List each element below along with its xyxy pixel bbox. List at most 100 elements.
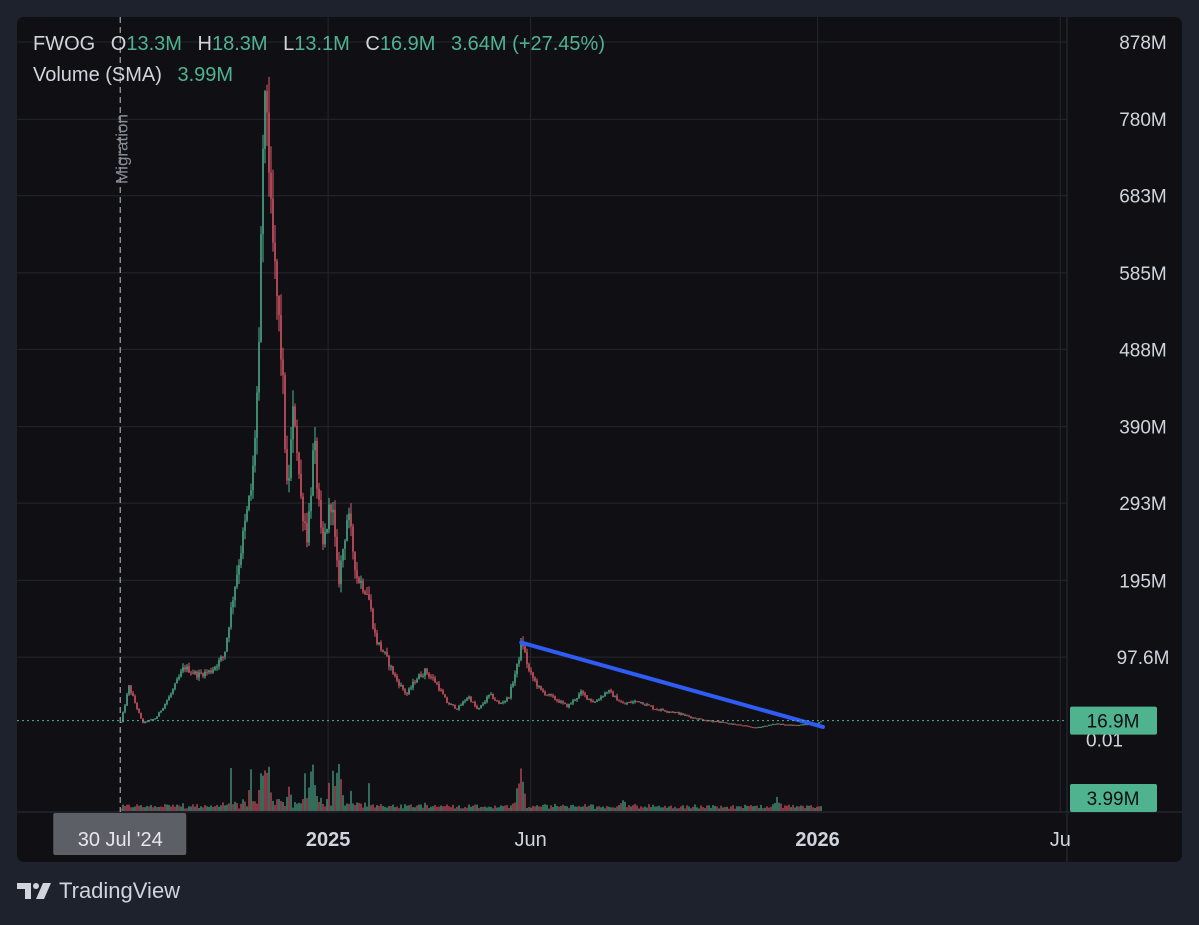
volume-bar xyxy=(446,804,448,811)
candle-body xyxy=(328,504,330,530)
candle-body xyxy=(416,679,418,683)
volume-bar xyxy=(322,803,324,811)
candle-body xyxy=(504,700,506,703)
volume-bar xyxy=(762,808,764,811)
volume-bar xyxy=(250,769,252,811)
candle-body xyxy=(156,716,158,719)
candle-body xyxy=(466,698,468,701)
volume-bar xyxy=(174,806,176,811)
volume-bar xyxy=(574,806,576,811)
volume-bar xyxy=(792,804,794,811)
volume-bar xyxy=(616,806,618,811)
volume-bar xyxy=(122,804,124,811)
candle-body xyxy=(384,651,386,653)
candle-body xyxy=(586,695,588,700)
volume-bar xyxy=(764,807,766,811)
candle-body xyxy=(632,701,634,703)
candle-body xyxy=(784,724,786,726)
candle-body xyxy=(392,666,394,674)
volume-bar xyxy=(806,805,808,811)
candle-body xyxy=(442,690,444,695)
volume-bar xyxy=(600,807,602,811)
volume-legend: Volume (SMA) 3.99M xyxy=(33,64,233,87)
candle-body xyxy=(548,693,550,695)
candle-body xyxy=(158,712,160,717)
candle-body xyxy=(220,656,222,660)
candle-body xyxy=(526,652,528,665)
volume-bar xyxy=(304,773,306,811)
candle-body xyxy=(566,703,568,708)
volume-bar xyxy=(594,808,596,811)
volume-bar xyxy=(664,805,666,811)
volume-bar xyxy=(352,803,354,811)
volume-bar xyxy=(530,807,532,811)
candle-body xyxy=(680,713,682,715)
volume-bar xyxy=(350,790,352,811)
volume-bar xyxy=(558,806,560,811)
volume-bar xyxy=(568,807,570,811)
candle-body xyxy=(684,714,686,716)
volume-bar xyxy=(438,806,440,811)
volume-bar xyxy=(526,808,528,811)
candle-body xyxy=(322,527,324,545)
volume-bar xyxy=(278,799,280,811)
candle-body xyxy=(534,677,536,681)
candle-body xyxy=(584,693,586,696)
volume-bar xyxy=(272,800,274,811)
volume-bar xyxy=(560,805,562,811)
price-chart[interactable]: 878M 780M 683M 585M 488M 390M 293M 195M 97.6M Mig… xyxy=(17,17,1182,862)
volume-bar xyxy=(436,806,438,811)
chart-frame[interactable]: 878M 780M 683M 585M 488M 390M 293M 195M 97.6M Mig… xyxy=(17,17,1182,862)
volume-bar xyxy=(254,801,256,811)
candle-body xyxy=(648,704,650,706)
candle-body xyxy=(152,719,154,721)
volume-bar xyxy=(402,808,404,811)
x-tick-label: Ju xyxy=(1050,829,1071,851)
candle-body xyxy=(244,520,246,531)
volume-bar xyxy=(480,807,482,811)
candle-body xyxy=(226,637,228,652)
volume-bar xyxy=(758,808,760,811)
candle-body xyxy=(710,720,712,722)
volume-bar xyxy=(298,802,300,811)
volume-bar xyxy=(274,804,276,811)
candle-body xyxy=(126,694,128,706)
volume-bar xyxy=(400,804,402,811)
volume-bar xyxy=(504,805,506,811)
volume-bar xyxy=(344,805,346,811)
candle-body xyxy=(138,708,140,713)
volume-bar xyxy=(724,806,726,811)
candle-body xyxy=(502,702,504,704)
candle-body xyxy=(248,495,250,510)
candle-body xyxy=(518,659,520,664)
volume-bar xyxy=(394,807,396,811)
candle-body xyxy=(150,719,152,721)
volume-bar xyxy=(470,806,472,811)
candle-body xyxy=(604,692,606,697)
candle-body xyxy=(588,698,590,700)
candle-body xyxy=(664,710,666,712)
candle-body xyxy=(746,725,748,727)
candle-body xyxy=(374,628,376,633)
volume-bar xyxy=(306,798,308,811)
volume-bar xyxy=(440,805,442,811)
candle-body xyxy=(282,359,284,376)
volume-bar xyxy=(390,806,392,811)
volume-bar xyxy=(582,806,584,811)
candle-body xyxy=(336,536,338,561)
volume-bar xyxy=(368,783,370,811)
high-value: 18.3M xyxy=(211,33,268,55)
candle-body xyxy=(806,724,808,726)
candle-body xyxy=(316,440,318,489)
candle-body xyxy=(214,666,216,670)
volume-bar xyxy=(506,805,508,811)
volume-bar xyxy=(618,805,620,811)
volume-bar xyxy=(372,804,374,811)
volume-bar xyxy=(740,806,742,811)
candle-body xyxy=(630,702,632,704)
candle-body xyxy=(176,679,178,684)
volume-bar xyxy=(384,806,386,811)
volume-bar xyxy=(500,805,502,811)
candle-body xyxy=(456,708,458,710)
volume-bar xyxy=(676,808,678,811)
